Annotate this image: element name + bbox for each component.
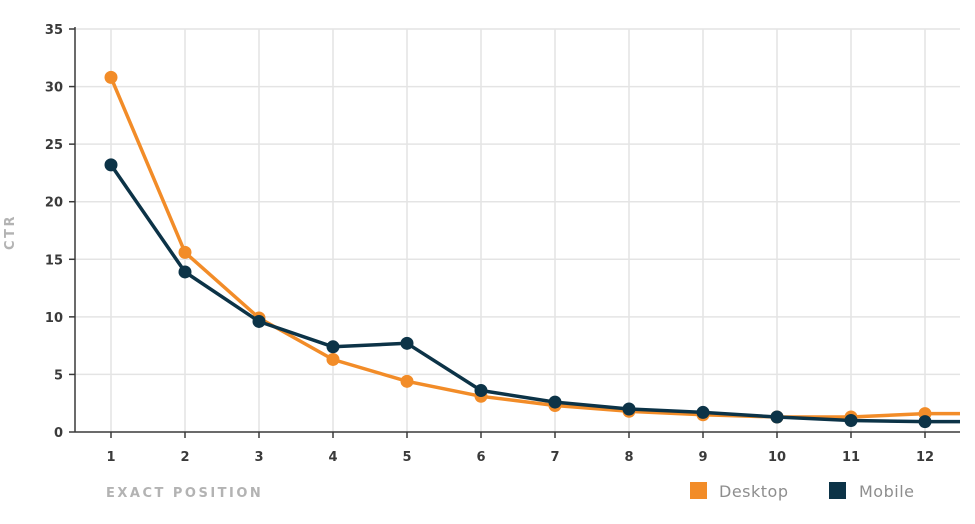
y-tick-label: 0 xyxy=(54,426,63,441)
data-point-desktop xyxy=(326,352,340,366)
x-tick-label: 5 xyxy=(402,450,411,465)
series-line-mobile xyxy=(109,163,960,424)
x-tick-label: 7 xyxy=(550,450,559,465)
data-point-mobile xyxy=(400,336,414,350)
legend-swatch-mobile xyxy=(829,482,846,499)
data-point-mobile xyxy=(326,340,340,354)
axes xyxy=(69,27,960,438)
y-tick-label: 25 xyxy=(45,138,63,153)
x-tick-label: 9 xyxy=(698,450,707,465)
legend-label-mobile: Mobile xyxy=(859,482,914,501)
data-point-desktop xyxy=(400,374,414,388)
x-axis-title: EXACT POSITION xyxy=(106,486,263,501)
data-point-mobile xyxy=(918,415,932,429)
data-point-mobile xyxy=(622,402,636,416)
data-point-desktop xyxy=(104,70,118,84)
data-point-mobile xyxy=(252,314,266,328)
y-tick-label: 30 xyxy=(45,81,63,96)
x-tick-label: 3 xyxy=(254,450,263,465)
data-point-mobile xyxy=(474,384,488,398)
x-tick-label: 4 xyxy=(328,450,337,465)
x-tick-label: 10 xyxy=(768,450,786,465)
y-tick-label: 20 xyxy=(45,196,63,211)
legend: Desktop Mobile xyxy=(690,482,914,501)
x-tick-label: 6 xyxy=(476,450,485,465)
data-point-mobile xyxy=(696,405,710,419)
legend-item-mobile: Mobile xyxy=(829,482,914,501)
series-line-desktop xyxy=(109,76,960,419)
x-tick-label: 12 xyxy=(916,450,934,465)
x-tick-label: 11 xyxy=(842,450,860,465)
x-tick-label: 8 xyxy=(624,450,633,465)
x-tick-label: 1 xyxy=(106,450,115,465)
legend-label-desktop: Desktop xyxy=(719,482,788,501)
data-point-mobile xyxy=(104,158,118,172)
legend-item-desktop: Desktop xyxy=(690,482,788,501)
data-point-mobile xyxy=(548,395,562,409)
y-tick-label: 10 xyxy=(45,311,63,326)
series-layer xyxy=(104,70,960,429)
x-tick-label: 2 xyxy=(180,450,189,465)
data-point-mobile xyxy=(770,410,784,424)
data-point-mobile xyxy=(844,413,858,427)
data-point-mobile xyxy=(178,265,192,279)
y-tick-label: 5 xyxy=(54,368,63,383)
data-point-desktop xyxy=(178,245,192,259)
y-tick-label: 15 xyxy=(45,253,63,268)
y-tick-label: 35 xyxy=(45,23,63,38)
legend-swatch-desktop xyxy=(690,482,707,499)
gridlines xyxy=(75,28,960,432)
y-axis-title: CTR xyxy=(3,214,18,250)
